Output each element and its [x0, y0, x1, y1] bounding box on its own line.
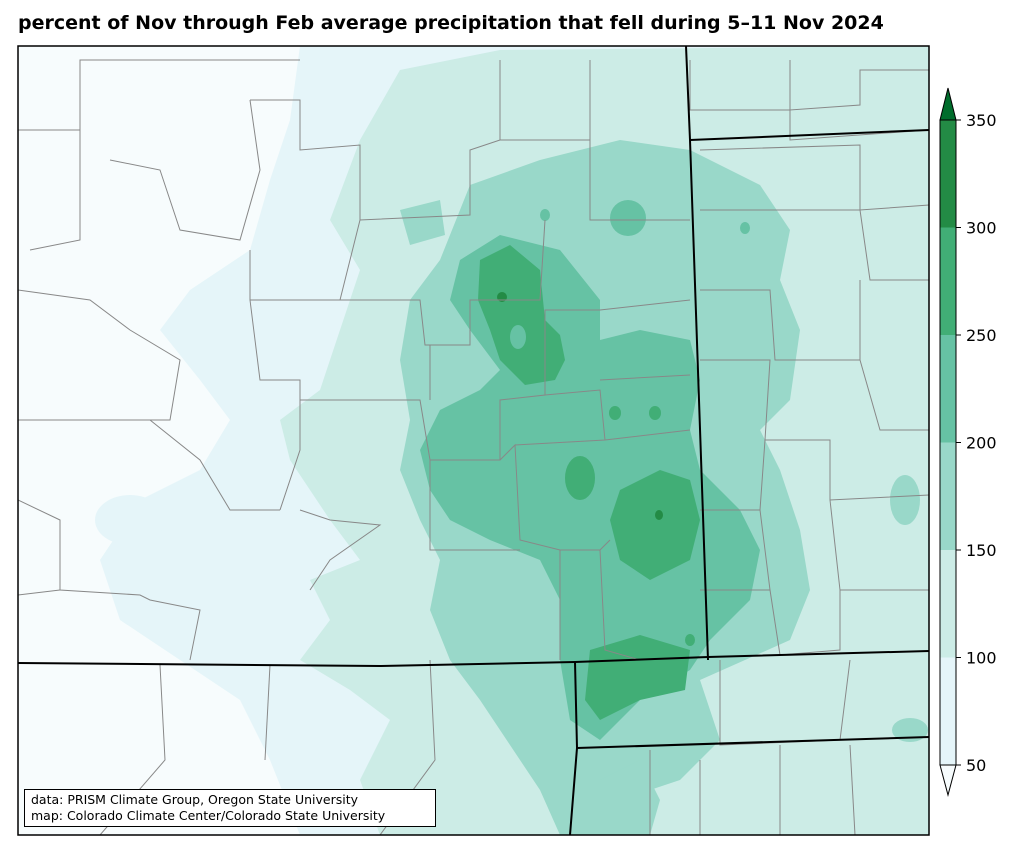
- colorbar-segment: [940, 657, 956, 765]
- colorbar: 50 100 150 200 250 300 350: [939, 87, 997, 797]
- state-lines: [18, 46, 929, 835]
- colorbar-segment: [940, 227, 956, 335]
- colorbar-extend-high: [939, 87, 957, 121]
- colorbar-segment: [940, 550, 956, 658]
- map-title: percent of Nov through Feb average preci…: [18, 12, 884, 34]
- colorbar-segment: [940, 335, 956, 443]
- credit-data-source: data: PRISM Climate Group, Oregon State …: [31, 792, 359, 807]
- colorbar-extend-low: [939, 764, 957, 797]
- colorbar-tick-label: 350: [966, 111, 997, 130]
- colorbar-tick-label: 250: [966, 326, 997, 345]
- map-border: [17, 45, 930, 836]
- colorbar-tick-label: 150: [966, 541, 997, 560]
- credits-box: data: PRISM Climate Group, Oregon State …: [24, 789, 436, 827]
- colorbar-tick-label: 100: [966, 649, 997, 668]
- colorbar-segment: [940, 442, 956, 550]
- credit-map-source: map: Colorado Climate Center/Colorado St…: [31, 808, 386, 823]
- colorbar-segment: [940, 120, 956, 228]
- colorbar-tick-label: 50: [966, 756, 986, 775]
- precip-band-300-350: [478, 245, 700, 720]
- colorbar-tick-label: 300: [966, 219, 997, 238]
- map-layers: [18, 46, 929, 835]
- colorbar-tick-label: 200: [966, 434, 997, 453]
- county-lines: [18, 59, 929, 835]
- precip-hole: [510, 325, 526, 349]
